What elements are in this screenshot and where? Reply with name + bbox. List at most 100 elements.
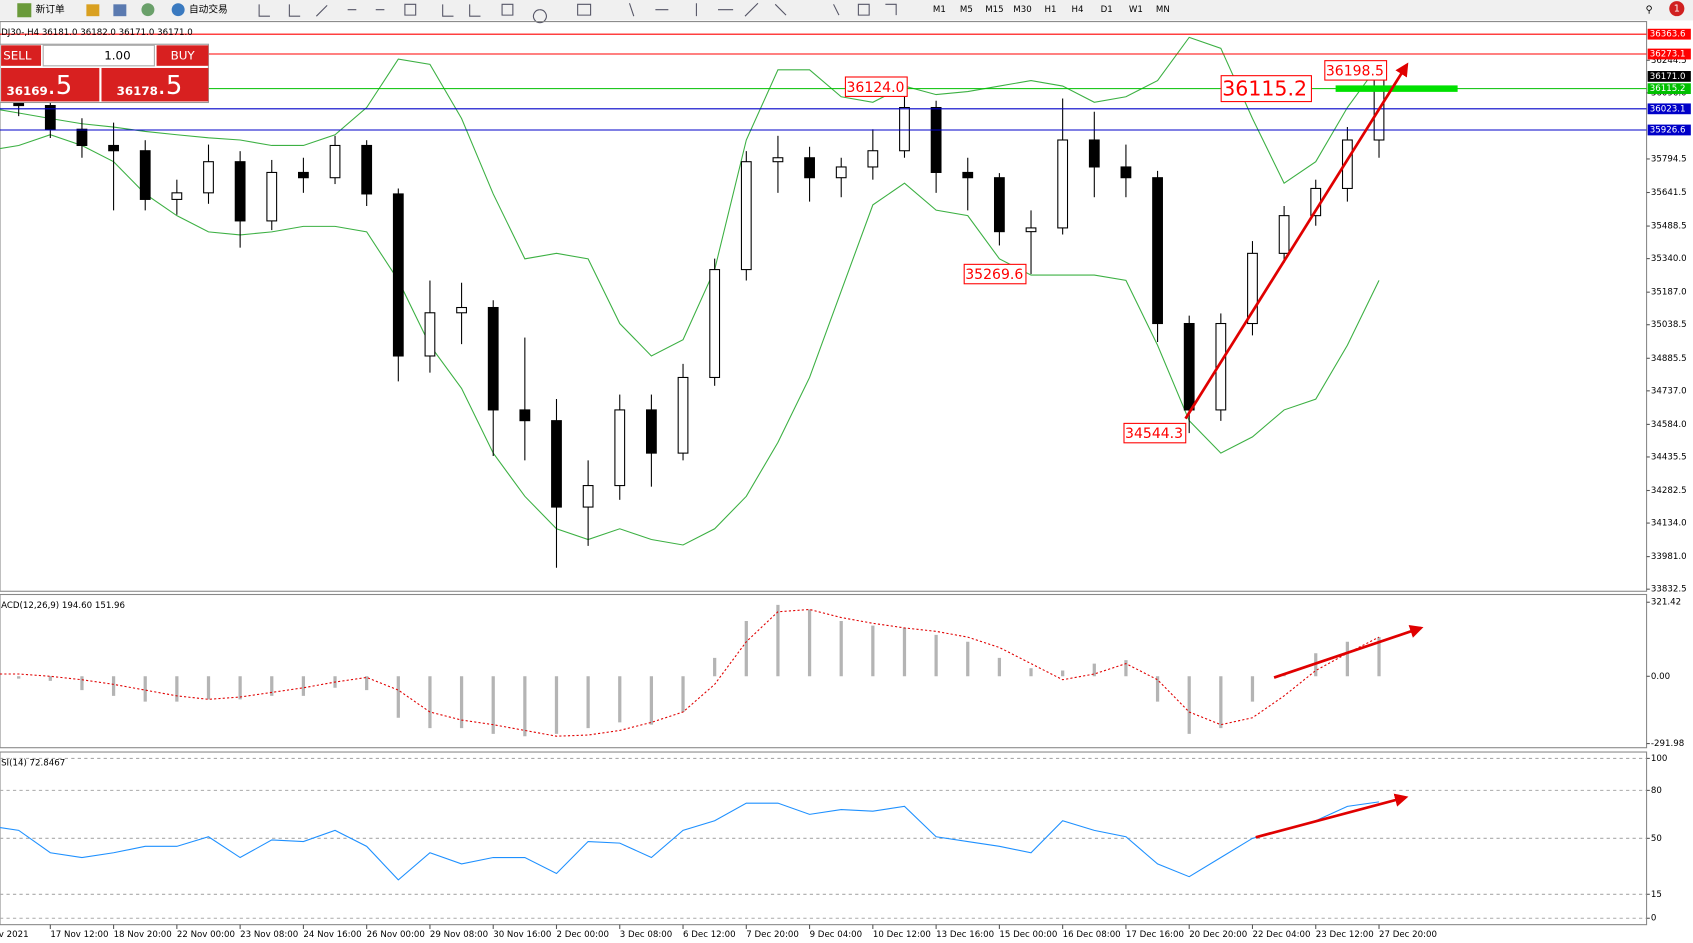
- new-order-icon[interactable]: [17, 3, 32, 18]
- macd-arrow: [1273, 625, 1424, 679]
- candle-body: [234, 161, 246, 222]
- rsi-arrow: [1255, 793, 1409, 839]
- annotation-box: [1123, 422, 1187, 444]
- auto-trading-button[interactable]: 自动交易: [189, 3, 228, 16]
- x-tick-label: 24 Nov 16:00: [303, 930, 361, 940]
- y-tick-label: 35488.5: [1651, 222, 1687, 232]
- bid-fraction[interactable]: .5: [48, 71, 73, 101]
- annotation-label: 35269.6: [965, 267, 1023, 283]
- timeframe-button[interactable]: M30: [1013, 5, 1031, 15]
- x-tick-label: 3 Dec 08:00: [620, 930, 673, 940]
- candle-body: [519, 409, 531, 422]
- candle-body: [171, 192, 183, 200]
- timeframe-button[interactable]: MN: [1156, 5, 1170, 15]
- toolbar-icon[interactable]: [113, 4, 127, 17]
- y-tick-label: 0.00: [1651, 672, 1670, 682]
- y-tick-label: 34435.5: [1651, 452, 1687, 462]
- sell-label[interactable]: SELL: [3, 49, 32, 63]
- ask-box[interactable]: [101, 67, 209, 102]
- y-tick-label: 35794.5: [1651, 154, 1687, 164]
- candle-body: [993, 177, 1005, 233]
- x-tick-label: 22 Nov 00:00: [177, 930, 235, 940]
- plot-area: [0, 757, 1647, 919]
- y-tick-label: 33832.5: [1651, 585, 1687, 595]
- new-order-button[interactable]: 新订单: [36, 3, 65, 16]
- annotation-label: 36198.5: [1326, 63, 1384, 79]
- x-tick-label: 2 Dec 00:00: [556, 930, 609, 940]
- candle-body: [740, 161, 752, 271]
- bollinger-band: [0, 134, 1380, 546]
- buy-label[interactable]: BUY: [171, 49, 196, 63]
- candle-body: [645, 409, 657, 454]
- x-tick-label: 17 Nov 12:00: [50, 930, 108, 940]
- macd-signal: [0, 608, 1380, 737]
- rsi-line: [0, 801, 1380, 881]
- ask-fraction[interactable]: .5: [158, 71, 183, 101]
- candle-body: [424, 312, 436, 357]
- timeframe-button[interactable]: M15: [985, 5, 1003, 15]
- level-label: 36023.1: [1650, 104, 1686, 114]
- level-label: 35926.6: [1650, 125, 1686, 135]
- toolbar-icon[interactable]: [86, 4, 100, 17]
- candle-body: [804, 157, 815, 179]
- buy-button[interactable]: [156, 45, 209, 66]
- bid-price[interactable]: 36169: [6, 84, 47, 98]
- x-tick-label: 16 Dec 08:00: [1063, 930, 1121, 940]
- level-label-box: [1647, 48, 1691, 60]
- level-label-box: [1647, 124, 1691, 136]
- indicator-title: DJ30-,H4 36181.0 36182.0 36171.0 36171.0: [1, 28, 193, 38]
- y-tick-label: 80: [1651, 786, 1662, 796]
- candle-body: [772, 157, 784, 163]
- y-tick-label: 100: [1651, 754, 1667, 764]
- candle-body: [835, 166, 847, 179]
- y-tick-label: 50: [1651, 834, 1662, 844]
- one-click-panel: SELL 1.00 BUY 36169 .5 36178 .5: [0, 43, 209, 104]
- annotation-box: [1324, 60, 1388, 81]
- x-tick-label: 15 Dec 00:00: [999, 930, 1057, 940]
- x-tick-label: 20 Dec 20:00: [1189, 930, 1247, 940]
- timeframe-button[interactable]: W1: [1129, 5, 1143, 15]
- candle-body: [76, 128, 88, 147]
- x-tick-label: 23 Nov 08:00: [240, 930, 298, 940]
- x-tick-label: 26 Nov 00:00: [367, 930, 425, 940]
- candle-body: [677, 376, 689, 454]
- auto-trading-icon[interactable]: [171, 3, 185, 17]
- sell-button[interactable]: [1, 45, 42, 66]
- y-tick-label: 35187.0: [1651, 288, 1687, 298]
- x-tick-label: 29 Nov 08:00: [430, 930, 488, 940]
- ask-price[interactable]: 36178: [117, 84, 158, 98]
- timeframe-button[interactable]: H1: [1045, 5, 1057, 15]
- x-tick-label: 18 Nov 20:00: [114, 930, 172, 940]
- toolbar-tools[interactable]: [258, 2, 897, 24]
- lot-value[interactable]: 1.00: [104, 49, 130, 63]
- indicator-title: ACD(12,26,9) 194.60 151.96: [1, 601, 125, 611]
- bid-box[interactable]: [1, 67, 100, 102]
- candle-body: [930, 106, 942, 173]
- timeframe-button[interactable]: H4: [1072, 5, 1084, 15]
- timeframe-button[interactable]: M5: [960, 5, 973, 15]
- lot-field[interactable]: [42, 44, 155, 67]
- candle-body: [899, 106, 910, 152]
- y-tick-label: 34737.0: [1651, 386, 1687, 396]
- level-label: 36273.1: [1650, 50, 1686, 60]
- candle-body: [298, 171, 309, 179]
- y-tick-label: 15: [1651, 890, 1662, 900]
- main-panel: [0, 21, 1648, 592]
- candle-body: [266, 171, 278, 222]
- toolbar-icon[interactable]: [141, 3, 155, 17]
- annotation-label: 36115.2: [1222, 77, 1307, 101]
- candle-body: [551, 420, 562, 508]
- price-marker: [1335, 85, 1458, 92]
- x-tick-label: 30 Nov 16:00: [493, 930, 551, 940]
- notification-badge[interactable]: [1669, 1, 1685, 17]
- search-icon[interactable]: ⚲: [1645, 5, 1652, 16]
- timeframe-button[interactable]: D1: [1101, 5, 1113, 15]
- level-label-box: [1647, 28, 1691, 40]
- notification-count[interactable]: 1: [1674, 4, 1680, 15]
- indicator-title: SI(14) 72.8467: [1, 758, 65, 768]
- x-tick-label: 10 Dec 12:00: [873, 930, 931, 940]
- timeframe-button[interactable]: M1: [933, 5, 946, 15]
- candle-body: [487, 306, 499, 411]
- candle-body: [1025, 227, 1037, 233]
